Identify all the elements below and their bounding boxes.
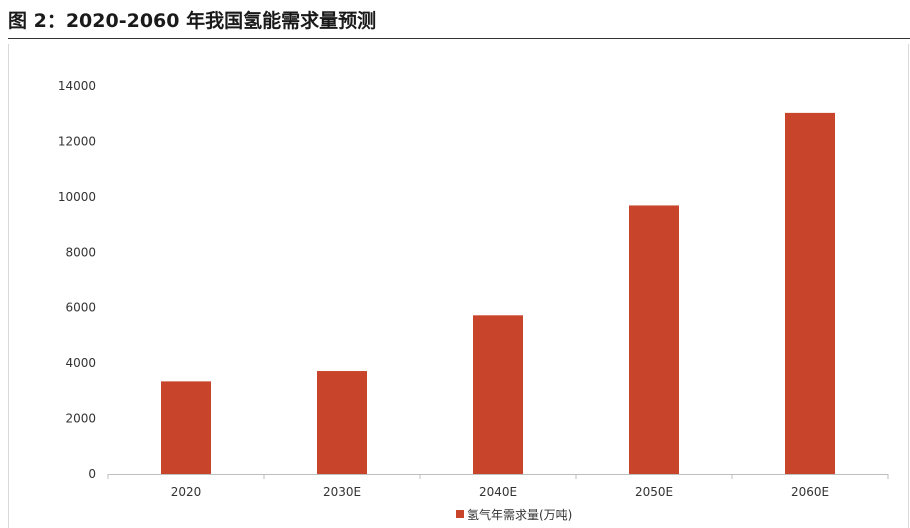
legend: 氢气年需求量(万吨) bbox=[456, 507, 572, 522]
y-tick-label: 8000 bbox=[65, 245, 96, 259]
y-tick-label: 4000 bbox=[65, 356, 96, 370]
x-tick-label: 2020 bbox=[171, 485, 202, 499]
bar bbox=[785, 112, 835, 474]
bar bbox=[473, 315, 523, 474]
x-tick-label: 2060E bbox=[791, 485, 829, 499]
legend-label: 氢气年需求量(万吨) bbox=[467, 507, 572, 522]
title-underline bbox=[8, 38, 910, 39]
y-tick-label: 6000 bbox=[65, 301, 96, 315]
y-tick-label: 12000 bbox=[58, 134, 96, 148]
bar bbox=[629, 205, 679, 474]
y-tick-label: 14000 bbox=[58, 79, 96, 93]
bar-series bbox=[161, 112, 835, 474]
x-tick-label: 2050E bbox=[635, 485, 673, 499]
y-tick-label: 2000 bbox=[65, 412, 96, 426]
chart-title: 图 2：2020-2060 年我国氢能需求量预测 bbox=[8, 10, 377, 32]
y-axis: 0 2000 4000 6000 8000 10000 12000 14000 bbox=[58, 79, 96, 481]
legend-swatch bbox=[456, 510, 464, 518]
y-tick-label: 10000 bbox=[58, 190, 96, 204]
chart-frame bbox=[8, 44, 909, 528]
x-tick-label: 2030E bbox=[323, 485, 361, 499]
bar bbox=[317, 371, 367, 474]
y-tick-label: 0 bbox=[88, 467, 96, 481]
x-axis: 2020 2030E 2040E 2050E 2060E bbox=[107, 474, 889, 499]
x-tick-label: 2040E bbox=[479, 485, 517, 499]
bar bbox=[161, 381, 211, 474]
